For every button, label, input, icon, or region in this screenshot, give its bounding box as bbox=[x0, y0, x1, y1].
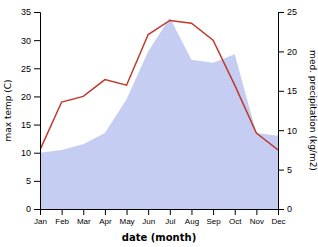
tick-label: Aug bbox=[185, 217, 199, 226]
tick: Sep bbox=[206, 209, 221, 226]
tick-mark bbox=[34, 68, 40, 69]
tick-label: Sep bbox=[206, 217, 221, 226]
y-axis-line bbox=[34, 13, 41, 210]
tick-label: Mar bbox=[77, 217, 91, 226]
x-axis-line bbox=[41, 210, 279, 216]
tick-label: Jun bbox=[142, 217, 155, 226]
tick-mark bbox=[235, 209, 236, 215]
tick-mark bbox=[278, 209, 284, 210]
tick: 0 bbox=[26, 204, 40, 214]
tick-mark bbox=[34, 125, 40, 126]
chart: JanFebMarAprMayJunJulAugSepOctNovDec0510… bbox=[0, 0, 318, 247]
tick-mark bbox=[105, 209, 106, 215]
tick-mark bbox=[256, 209, 257, 215]
tick-label: 15 bbox=[21, 120, 31, 130]
tick-mark bbox=[278, 51, 284, 52]
tick: May bbox=[119, 209, 134, 226]
tick: 30 bbox=[21, 36, 40, 46]
y-axis-title: max temp (C) bbox=[3, 79, 13, 141]
tick-mark bbox=[83, 209, 84, 215]
tick-label: 10 bbox=[21, 148, 31, 158]
tick: Oct bbox=[229, 209, 242, 226]
tick-label: 5 bbox=[287, 165, 292, 175]
tick: 5 bbox=[26, 176, 40, 186]
tick-mark bbox=[278, 12, 284, 13]
tick: 15 bbox=[278, 86, 297, 96]
tick-label: 25 bbox=[287, 7, 297, 17]
tick-mark bbox=[62, 209, 63, 215]
tick-mark bbox=[34, 209, 40, 210]
tick-mark bbox=[213, 209, 214, 215]
tick-label: 0 bbox=[287, 204, 292, 214]
tick: Jan bbox=[34, 209, 47, 226]
x-axis-title: date (month) bbox=[122, 232, 196, 243]
tick-mark bbox=[34, 40, 40, 41]
tick-label: 20 bbox=[21, 92, 31, 102]
tick-label: Dec bbox=[271, 217, 285, 226]
tick: Jul bbox=[165, 209, 175, 226]
tick: 35 bbox=[21, 7, 40, 17]
tick-mark bbox=[170, 209, 171, 215]
tick-label: Jul bbox=[165, 217, 175, 226]
tick-label: 30 bbox=[21, 36, 31, 46]
tick-label: 0 bbox=[26, 204, 31, 214]
tick-label: Oct bbox=[229, 217, 242, 226]
tick-label: Apr bbox=[99, 217, 112, 226]
y2-axis: 0 5 10 15 20 25 bbox=[278, 7, 297, 214]
tick: 10 bbox=[21, 148, 40, 158]
tick-mark bbox=[148, 209, 149, 215]
tick: Nov bbox=[250, 209, 264, 226]
tick-mark bbox=[278, 170, 284, 171]
tick-mark bbox=[127, 209, 128, 215]
tick: 5 bbox=[278, 165, 292, 175]
tick-label: May bbox=[119, 217, 134, 226]
tick-label: Feb bbox=[55, 217, 69, 226]
tick-mark bbox=[34, 96, 40, 97]
tick: 25 bbox=[21, 64, 40, 74]
tick-label: 10 bbox=[287, 126, 297, 136]
x-axis: Jan Feb Mar Apr May Jun Jul Aug Sep Oct Nov Dec bbox=[34, 209, 286, 226]
tick: 0 bbox=[278, 204, 292, 214]
tick: 20 bbox=[278, 47, 297, 57]
y-axis: 0 5 10 15 20 25 30 35 bbox=[21, 7, 41, 214]
tick-label: 20 bbox=[287, 47, 297, 57]
tick-mark bbox=[34, 12, 40, 13]
tick: Jun bbox=[142, 209, 155, 226]
marks bbox=[40, 18, 278, 209]
tick-mark bbox=[191, 209, 192, 215]
tick-label: 25 bbox=[21, 64, 31, 74]
tick-mark bbox=[34, 181, 40, 182]
tick-mark bbox=[34, 153, 40, 154]
tick: Apr bbox=[99, 209, 112, 226]
tick-label: 15 bbox=[287, 86, 297, 96]
y2-axis-title: med. precipitation (kg/m2) bbox=[308, 50, 318, 171]
tick-mark bbox=[278, 91, 284, 92]
precipitation-area bbox=[40, 18, 278, 209]
tick-label: 5 bbox=[26, 176, 31, 186]
tick-mark bbox=[278, 130, 284, 131]
plot: JanFebMarAprMayJunJulAugSepOctNovDec0510… bbox=[21, 7, 297, 225]
tick: 20 bbox=[21, 92, 40, 102]
temperature-line bbox=[40, 20, 278, 149]
tick-label: 35 bbox=[21, 7, 31, 17]
tick: Feb bbox=[55, 209, 69, 226]
tick: Aug bbox=[185, 209, 199, 226]
tick: 25 bbox=[278, 7, 297, 17]
tick: Mar bbox=[77, 209, 91, 226]
tick-label: Jan bbox=[34, 217, 47, 226]
tick: 10 bbox=[278, 126, 297, 136]
tick-label: Nov bbox=[250, 217, 264, 226]
y2-axis-line bbox=[279, 13, 285, 210]
tick: 15 bbox=[21, 120, 40, 130]
tick: Dec bbox=[271, 209, 285, 226]
